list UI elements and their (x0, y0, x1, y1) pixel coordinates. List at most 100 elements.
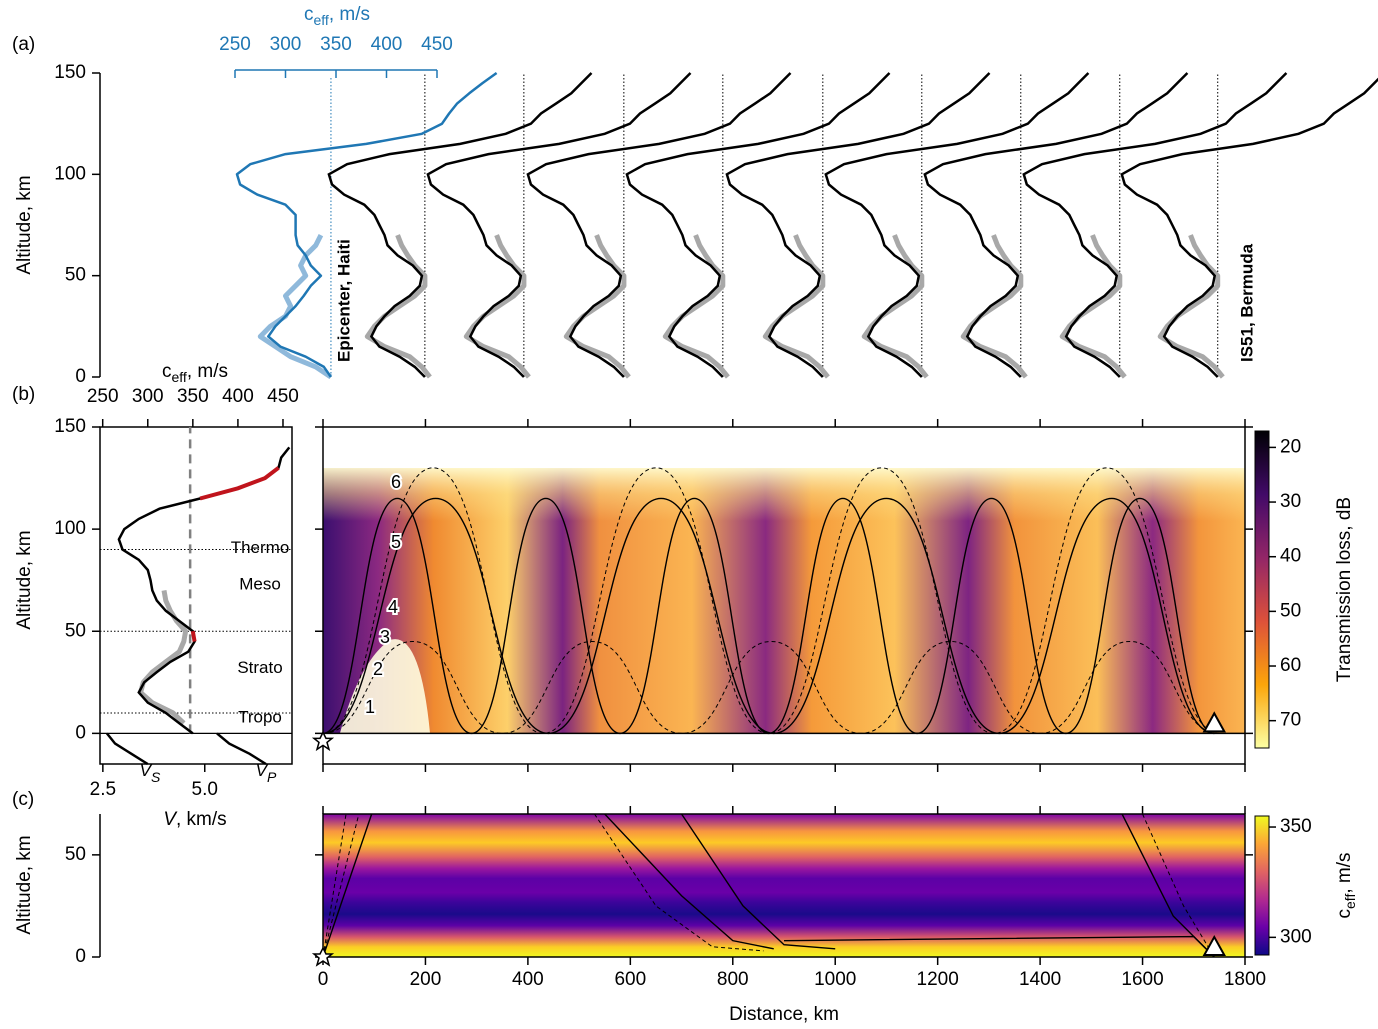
ducting-segment (190, 466, 280, 642)
axes-frame (322, 813, 1246, 958)
colorbar-label: Transmission loss, dB (1334, 497, 1355, 682)
x-tick-label: 1800 (1224, 969, 1266, 990)
text-part: , km/s (176, 809, 227, 830)
v-tick-label: 2.5 (90, 779, 116, 800)
text-part: c (304, 4, 314, 25)
x-tick-label: 300 (270, 34, 302, 55)
ray-path (604, 814, 774, 950)
annotation: Epicenter, Haiti (334, 239, 353, 362)
colorbar-tick-label: 60 (1280, 655, 1301, 676)
x-tick-label: 1200 (917, 969, 959, 990)
ray-path (680, 814, 836, 950)
y-tick-label: 50 (65, 844, 86, 865)
x-axis-label: Distance, km (729, 1004, 839, 1025)
y-tick-label: 0 (75, 946, 86, 967)
ray-path (1142, 814, 1215, 957)
model-profile (1120, 77, 1378, 378)
text-part: V (163, 809, 178, 830)
colorbar-tick-label: 50 (1280, 600, 1301, 621)
text-part: S (151, 769, 161, 785)
colorbar-tick-label: 300 (1280, 926, 1312, 947)
ceff-field (323, 814, 1245, 957)
y-axis-label: Altitude, km (14, 175, 35, 274)
observed-profile (138, 589, 189, 726)
text-part: P (267, 769, 277, 785)
x-tick-label: 600 (614, 969, 646, 990)
colorbar-tick-label: 70 (1280, 710, 1301, 731)
y-axis-label: Altitude, km (14, 530, 35, 629)
y-tick-label: 0 (75, 722, 86, 743)
y-tick-label: 0 (75, 366, 86, 387)
text-part: c (1334, 909, 1355, 919)
text-part: eff (314, 12, 329, 28)
x-tick-label: 1600 (1121, 969, 1163, 990)
velocity-profile (216, 732, 267, 766)
velocity-label: VS (140, 761, 161, 784)
ray-label: 3 (380, 627, 390, 647)
y-tick-label: 100 (54, 163, 86, 184)
ray-path (323, 814, 373, 957)
x-tick-label: 800 (717, 969, 749, 990)
x-tick-label: 350 (177, 386, 209, 407)
subsurface (323, 733, 1245, 764)
text-part: eff (172, 369, 187, 385)
x-tick-label: 400 (222, 386, 254, 407)
x-tick-label: 250 (87, 386, 119, 407)
ray-label: 1 (365, 697, 375, 717)
x-axis-label: ceff, m/s (304, 4, 370, 28)
x-tick-label: 1000 (814, 969, 856, 990)
model-profile (426, 72, 692, 378)
shadow-zone (340, 639, 430, 733)
colorbar-tick-label: 40 (1280, 546, 1301, 567)
colorbar-label: ceff, m/s (1334, 853, 1358, 919)
observed-profile (563, 234, 631, 379)
ray-label: 4 (388, 597, 398, 617)
text-part: V (256, 761, 269, 780)
observed-profile (1157, 234, 1225, 379)
x-axis-label: ceff, m/s (162, 361, 228, 385)
x-tick-label: 0 (318, 969, 329, 990)
text-part: , m/s (1334, 853, 1355, 894)
model-profile (1022, 72, 1288, 378)
y-tick-label: 50 (65, 265, 86, 286)
observed-profile (960, 234, 1028, 379)
ray-path (323, 640, 1220, 734)
model-profile (526, 72, 792, 378)
axes-frame (99, 426, 293, 765)
velocity-profile (105, 732, 149, 766)
station-triangle (1202, 934, 1226, 956)
ceff-profile (257, 233, 333, 380)
y-tick-label: 50 (65, 620, 86, 641)
y-axis-label: Altitude, km (14, 835, 35, 934)
colorbar-tick-label: 350 (1280, 816, 1312, 837)
text-part: , m/s (329, 4, 370, 25)
ray-path (323, 497, 1215, 735)
ceff-profile (235, 71, 498, 378)
x-tick-label: 400 (371, 34, 403, 55)
y-tick-label: 100 (54, 518, 86, 539)
axes-frame (322, 426, 1246, 765)
x-tick-label: 450 (421, 34, 453, 55)
layer-label: Tropo (238, 708, 282, 727)
layer-label: Thermo (231, 538, 290, 557)
ray-label: 6 (391, 472, 401, 492)
v-tick-label: 5.0 (192, 779, 218, 800)
annotation: IS51, Bermuda (1237, 243, 1256, 362)
velocity-label: VP (256, 761, 277, 784)
observed-profile (1059, 234, 1127, 379)
x-tick-label: 200 (410, 969, 442, 990)
ray-label: 2 (373, 659, 383, 679)
panel-label: (a) (12, 34, 35, 55)
text-part: V (140, 761, 153, 780)
station-triangle (1202, 711, 1226, 733)
panel-label: (c) (12, 789, 34, 810)
colorbar (1254, 815, 1270, 956)
layer-label: Strato (237, 658, 282, 677)
x-tick-label: 1400 (1019, 969, 1061, 990)
text-part: c (162, 361, 172, 382)
model-profile (625, 72, 891, 378)
ray-path (323, 814, 360, 957)
v-axis-label: V, km/s (163, 809, 226, 830)
observed-profile (463, 234, 531, 379)
